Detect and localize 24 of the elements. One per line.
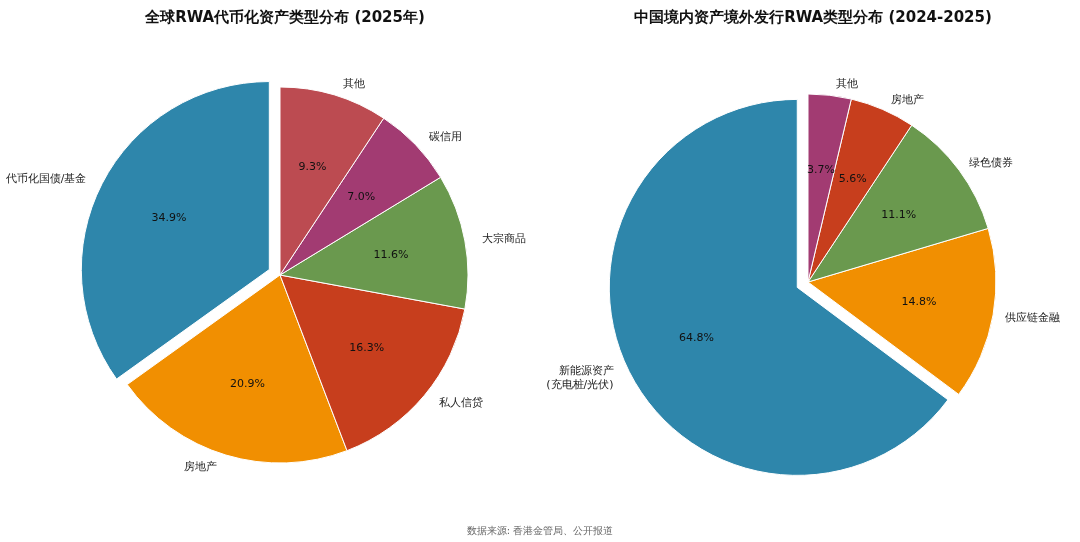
slice-label: 房地产 xyxy=(890,92,924,106)
data-label: 11.6% xyxy=(373,248,409,262)
slice-label: 碳信用 xyxy=(428,129,463,143)
slice-label: 其他 xyxy=(836,76,859,90)
data-label: 11.1% xyxy=(881,208,917,222)
slice-label: 绿色债券 xyxy=(968,156,1013,170)
slice-label: 大宗商品 xyxy=(481,232,526,246)
slice-label: 供应链金融 xyxy=(1004,310,1060,324)
data-label: 9.3% xyxy=(298,160,327,174)
slice-label: 新能源资产 (充电桩/光伏) xyxy=(546,363,614,391)
slice-label: 代币化国债/基金 xyxy=(4,171,87,185)
chart-title: 全球RWA代币化资产类型分布 (2025年) xyxy=(144,7,425,26)
data-label: 16.3% xyxy=(349,340,385,354)
data-label: 20.9% xyxy=(230,376,265,390)
data-label: 34.9% xyxy=(151,211,187,225)
data-label: 14.8% xyxy=(901,295,937,309)
data-label: 7.0% xyxy=(347,190,376,204)
chart-title: 中国境内资产境外发行RWA类型分布 (2024-2025) xyxy=(634,7,992,26)
source-note: 数据来源: 香港金管局、公开报道 xyxy=(466,524,614,536)
slice-label: 其他 xyxy=(342,76,365,90)
data-label: 5.6% xyxy=(838,171,867,185)
data-label: 64.8% xyxy=(678,331,714,345)
slice-label: 房地产 xyxy=(184,460,218,474)
slice-label: 私人信贷 xyxy=(438,396,483,410)
